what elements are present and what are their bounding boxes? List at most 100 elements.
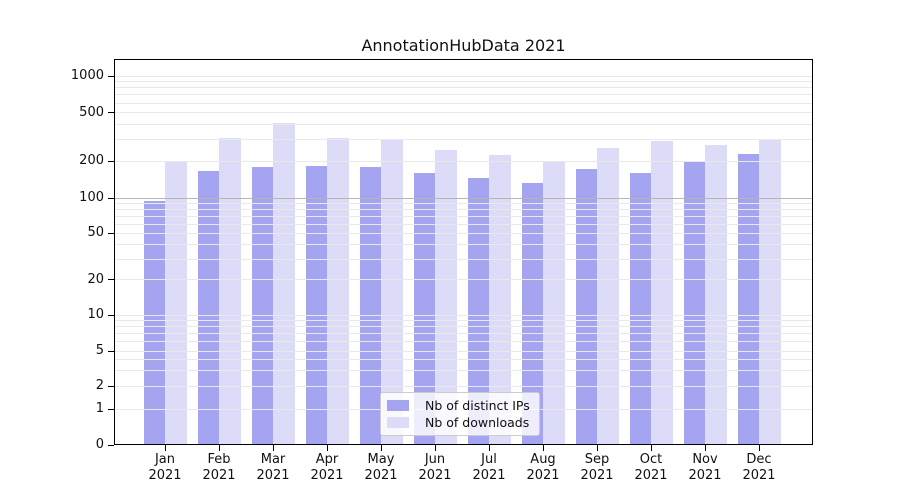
y-gridline <box>115 75 812 77</box>
x-tick <box>272 445 274 451</box>
bar-distinct-ips <box>737 153 759 445</box>
y-gridline-minor <box>115 215 812 217</box>
bar-distinct-ips <box>197 171 219 445</box>
x-tick-month: Feb <box>207 452 231 467</box>
y-tick-label: 500 <box>79 104 104 120</box>
y-gridline-minor <box>115 333 812 334</box>
y-tick-label: 1000 <box>70 68 104 83</box>
x-tick-label: Jan 2021 <box>130 452 200 484</box>
x-tick <box>758 445 760 451</box>
legend-swatch-distinct-ips <box>387 400 409 411</box>
x-tick <box>434 445 436 451</box>
x-tick <box>218 445 220 451</box>
x-tick-year: 2021 <box>418 468 452 483</box>
y-gridline <box>115 385 812 387</box>
y-tick <box>108 314 114 316</box>
y-tick <box>108 279 114 281</box>
y-gridline-minor <box>115 139 812 141</box>
y-gridline-minor <box>115 124 812 125</box>
y-tick <box>108 112 114 114</box>
y-gridline-minor <box>115 202 812 204</box>
y-tick <box>108 444 114 446</box>
x-tick <box>704 445 706 451</box>
bar-distinct-ips <box>521 182 543 445</box>
y-tick <box>108 197 114 199</box>
bar-distinct-ips <box>575 169 597 445</box>
y-tick-label: 100 <box>79 190 104 205</box>
x-tick-year: 2021 <box>742 468 776 483</box>
bar-downloads <box>759 138 781 445</box>
chart-title: AnnotationHubData 2021 <box>361 36 566 55</box>
y-tick-label: 200 <box>79 153 104 169</box>
y-gridline-minor <box>115 326 812 328</box>
legend-entry-distinct-ips: Nb of distinct IPs <box>387 398 530 413</box>
x-tick-label: Dec 2021 <box>724 452 794 484</box>
x-tick-label: Nov 2021 <box>670 452 740 484</box>
y-gridline-minor <box>115 81 812 83</box>
x-tick-year: 2021 <box>526 468 560 483</box>
bar-downloads <box>381 138 403 445</box>
x-tick <box>596 445 598 451</box>
y-gridline <box>115 112 812 114</box>
x-tick-year: 2021 <box>472 468 506 483</box>
x-tick-month: Apr <box>315 452 339 467</box>
y-gridline-minor <box>115 258 812 260</box>
x-tick-year: 2021 <box>148 468 182 483</box>
bar-distinct-ips <box>305 166 327 445</box>
x-tick <box>326 445 328 451</box>
y-tick <box>108 350 114 352</box>
x-tick-label: Oct 2021 <box>616 452 686 484</box>
x-tick-year: 2021 <box>310 468 344 483</box>
y-gridline-minor <box>115 87 812 89</box>
legend-entry-downloads: Nb of downloads <box>387 415 530 430</box>
bar-downloads <box>327 138 349 445</box>
y-gridline <box>115 160 812 162</box>
y-tick-label: 50 <box>87 225 104 241</box>
x-tick-year: 2021 <box>364 468 398 483</box>
x-tick-label: Jun 2021 <box>400 452 470 484</box>
x-tick-year: 2021 <box>688 468 722 483</box>
x-tick-label: Sep 2021 <box>562 452 632 484</box>
y-gridline <box>115 232 812 234</box>
y-tick-label: 1 <box>95 401 104 416</box>
y-tick <box>108 160 114 162</box>
y-tick <box>108 75 114 77</box>
x-tick-month: Mar <box>260 452 286 467</box>
y-gridline-minor <box>115 370 812 371</box>
x-tick-year: 2021 <box>256 468 290 483</box>
y-gridline-minor <box>115 102 812 104</box>
bar-downloads <box>489 155 511 445</box>
x-tick-month: Aug <box>530 452 556 467</box>
bar-downloads <box>651 141 673 445</box>
x-tick <box>488 445 490 451</box>
x-tick-month: Oct <box>639 452 663 467</box>
y-tick-label: 20 <box>87 271 104 287</box>
y-gridline <box>115 197 812 199</box>
y-gridline-minor <box>115 208 812 210</box>
x-tick <box>380 445 382 451</box>
x-tick-month: Dec <box>746 452 772 467</box>
x-tick-month: Jul <box>481 452 497 467</box>
y-tick-label: 10 <box>87 307 104 322</box>
y-gridline-minor <box>115 320 812 321</box>
legend-label-downloads: Nb of downloads <box>425 415 530 430</box>
x-tick-label: May 2021 <box>346 452 416 484</box>
x-tick-month: Sep <box>584 452 610 467</box>
y-tick-label: 2 <box>95 378 104 393</box>
y-tick-label: 5 <box>95 343 104 358</box>
x-tick-year: 2021 <box>580 468 614 483</box>
x-tick-year: 2021 <box>202 468 236 483</box>
bar-distinct-ips <box>413 173 435 445</box>
y-gridline-minor <box>115 94 812 96</box>
y-gridline-minor <box>115 341 812 342</box>
x-tick-label: Mar 2021 <box>238 452 308 484</box>
x-tick <box>650 445 652 451</box>
y-gridline <box>115 279 812 281</box>
x-tick-label: Aug 2021 <box>508 452 578 484</box>
x-tick-label: Feb 2021 <box>184 452 254 484</box>
y-gridline-minor <box>115 359 812 360</box>
y-gridline <box>115 314 812 316</box>
